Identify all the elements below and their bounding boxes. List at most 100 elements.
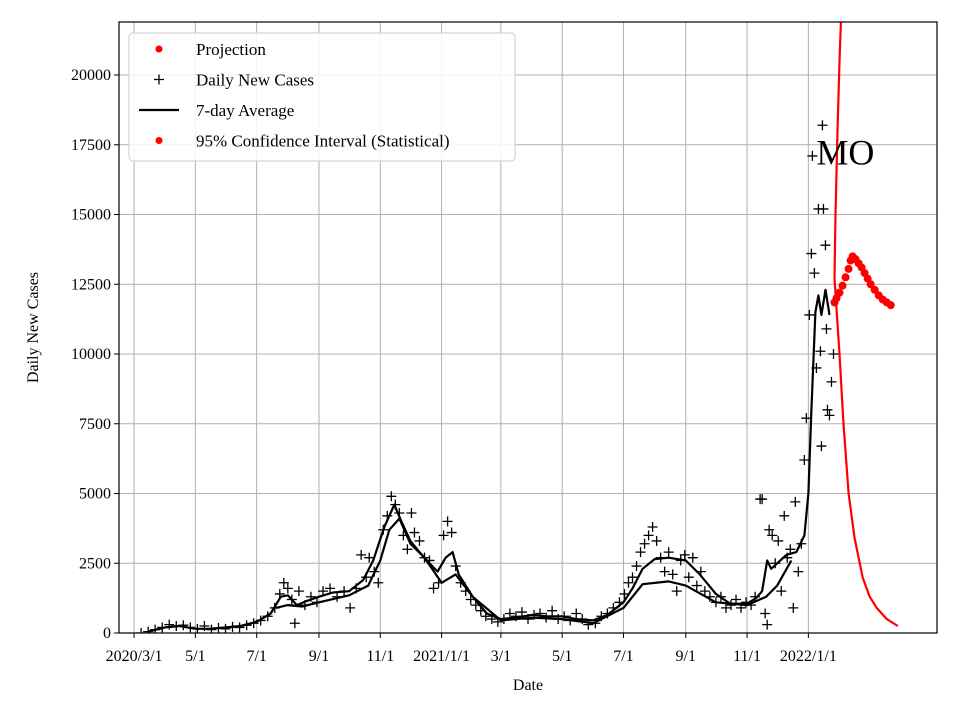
case-point (785, 544, 796, 555)
y-tick-label: 12500 (71, 276, 111, 293)
case-point (695, 566, 706, 577)
legend-dot-marker (155, 137, 163, 144)
case-point (804, 309, 815, 320)
ci-point (835, 288, 844, 297)
case-point (541, 612, 552, 623)
case-point (651, 535, 662, 546)
case-point (465, 594, 476, 605)
case-point (821, 323, 832, 334)
case-point (460, 586, 471, 597)
case-point (762, 619, 773, 630)
case-point (828, 349, 839, 360)
ci-point (841, 273, 850, 282)
case-point (699, 586, 710, 597)
case-point (596, 611, 607, 622)
y-tick-label: 0 (103, 625, 111, 642)
case-point (262, 611, 273, 622)
legend-box (128, 32, 516, 162)
case-point (504, 608, 515, 619)
case-point (428, 583, 439, 594)
y-tick-label: 2500 (79, 555, 111, 572)
case-point (241, 620, 252, 631)
case-point (470, 600, 481, 611)
case-point (523, 614, 533, 625)
y-tick-label: 15000 (71, 207, 111, 224)
axis-ticks: 2020/3/1 5/1 7/1 9/1 11/1 2021/1/1 3/1 5/1 7/1 9/… (71, 67, 837, 665)
case-point (442, 516, 453, 527)
case-point (382, 510, 393, 521)
case-point (248, 618, 259, 629)
case-point (378, 524, 389, 535)
x-tick-label: 5/1 (185, 648, 205, 665)
case-point (750, 591, 761, 602)
case-point (675, 555, 686, 566)
case-point (171, 621, 182, 632)
case-point (790, 496, 801, 507)
case-point (286, 594, 297, 605)
case-point (590, 618, 601, 629)
case-point (419, 552, 430, 563)
case-point (782, 552, 793, 563)
ci-point (838, 281, 847, 290)
case-point (535, 608, 546, 619)
case-point (577, 614, 588, 625)
case-point (364, 552, 375, 563)
x-tick-label: 2020/3/1 (106, 648, 163, 665)
case-point (299, 600, 310, 611)
case-point (409, 527, 420, 538)
case-point (671, 586, 682, 597)
case-point (773, 535, 784, 546)
ci-point (844, 264, 853, 273)
case-point (143, 626, 154, 633)
x-tick-label: 9/1 (309, 648, 329, 665)
case-point (311, 597, 322, 608)
case-point (614, 597, 625, 608)
case-point (136, 628, 147, 633)
case-point (192, 623, 203, 633)
case-point (185, 622, 196, 633)
case-point (623, 577, 634, 588)
case-point (446, 527, 457, 538)
case-point (809, 268, 820, 279)
case-point (498, 614, 509, 625)
case-point (398, 530, 409, 541)
case-point (816, 441, 827, 452)
case-point (390, 499, 401, 510)
y-tick-label: 17500 (71, 137, 111, 154)
case-point (807, 150, 818, 161)
case-point (818, 203, 829, 214)
case-point (776, 586, 787, 597)
case-point (274, 588, 285, 599)
case-point (627, 572, 638, 583)
legend: Projection Daily New Cases 7-day Average 95… (128, 32, 516, 162)
case-point (779, 510, 790, 521)
case-point (815, 346, 826, 357)
case-point (741, 597, 752, 608)
legend-label: Daily New Cases (196, 71, 314, 90)
case-point (571, 608, 582, 619)
case-point (811, 362, 822, 373)
case-point (631, 561, 642, 572)
case-point (450, 561, 461, 572)
series-line (833, 278, 899, 627)
case-point (746, 600, 757, 611)
case-point (516, 607, 527, 618)
case-point (559, 611, 570, 622)
case-point (710, 597, 721, 608)
case-point (602, 608, 613, 619)
case-point (480, 611, 491, 622)
case-point (213, 622, 224, 633)
case-point (679, 549, 690, 560)
x-tick-label: 2021/1/1 (413, 648, 470, 665)
series-line (833, 22, 843, 279)
case-point (822, 404, 833, 415)
case-point (351, 583, 362, 594)
state-annotation: MO (816, 132, 874, 172)
case-point (683, 572, 694, 583)
case-point (720, 602, 731, 613)
case-point (757, 494, 768, 505)
case-point (356, 549, 367, 560)
case-point (510, 611, 521, 622)
axes-frame (118, 21, 938, 634)
case-point (687, 552, 698, 563)
